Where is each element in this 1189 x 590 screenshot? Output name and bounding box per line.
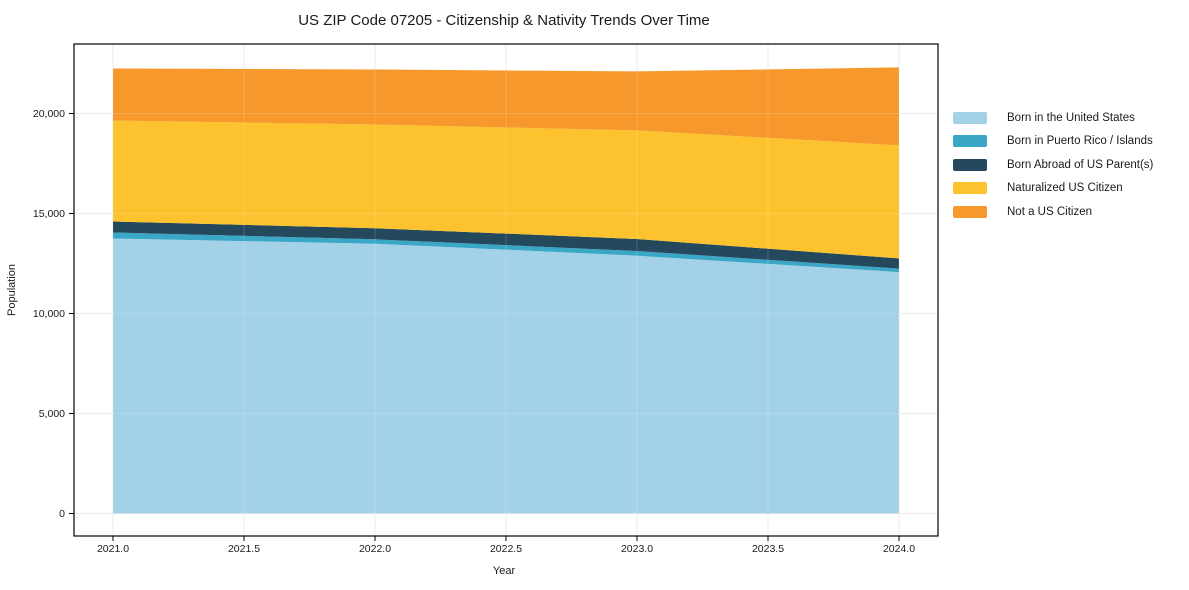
y-axis-label: Population bbox=[6, 264, 18, 316]
legend-swatch bbox=[953, 182, 987, 195]
x-axis-label: Year bbox=[493, 565, 516, 577]
legend-item-4: Not a US Citizen bbox=[953, 200, 1153, 224]
legend-swatch bbox=[953, 135, 987, 148]
legend-item-2: Born Abroad of US Parent(s) bbox=[953, 153, 1153, 177]
x-tick-label: 2023.0 bbox=[621, 543, 653, 555]
legend-label: Born in the United States bbox=[1007, 111, 1135, 124]
legend-label: Born Abroad of US Parent(s) bbox=[1007, 158, 1154, 171]
legend-item-3: Naturalized US Citizen bbox=[953, 177, 1153, 201]
x-tick-label: 2024.0 bbox=[883, 543, 915, 555]
area-series-3 bbox=[113, 120, 899, 259]
area-series-0 bbox=[113, 238, 899, 514]
area-series-1 bbox=[113, 232, 899, 273]
x-tick-label: 2021.5 bbox=[228, 543, 260, 555]
x-tick-label: 2022.0 bbox=[359, 543, 391, 555]
gridlines-overlay-layer bbox=[74, 44, 938, 536]
axes-layer: 2021.0 2021.5 2022.0 2022.5 2023.0 2023.5 2024… bbox=[33, 43, 939, 555]
x-tick-label: 2022.5 bbox=[490, 543, 522, 555]
legend-swatch bbox=[953, 158, 987, 171]
legend-label: Not a US Citizen bbox=[1007, 205, 1093, 218]
area-series-4 bbox=[113, 67, 899, 146]
legend-swatch bbox=[953, 111, 987, 124]
x-tick-label: 2023.5 bbox=[752, 543, 784, 555]
legend-item-1: Born in Puerto Rico / Islands bbox=[953, 130, 1153, 154]
x-tick-label: 2021.0 bbox=[97, 543, 129, 555]
y-tick-label: 10,000 bbox=[33, 308, 65, 320]
legend: Born in the United States Born in Puerto … bbox=[953, 106, 1153, 224]
chart-title: US ZIP Code 07205 - Citizenship & Nativi… bbox=[298, 12, 710, 29]
y-tick-label: 0 bbox=[59, 508, 65, 520]
y-tick-label: 15,000 bbox=[33, 208, 65, 220]
legend-item-0: Born in the United States bbox=[953, 106, 1153, 130]
y-tick-label: 20,000 bbox=[33, 108, 65, 120]
legend-swatch bbox=[953, 205, 987, 218]
legend-label: Naturalized US Citizen bbox=[1007, 182, 1123, 195]
area-series-2 bbox=[113, 221, 899, 269]
legend-label: Born in Puerto Rico / Islands bbox=[1007, 135, 1153, 148]
areas-layer bbox=[113, 67, 899, 514]
y-tick-label: 5,000 bbox=[39, 408, 65, 420]
